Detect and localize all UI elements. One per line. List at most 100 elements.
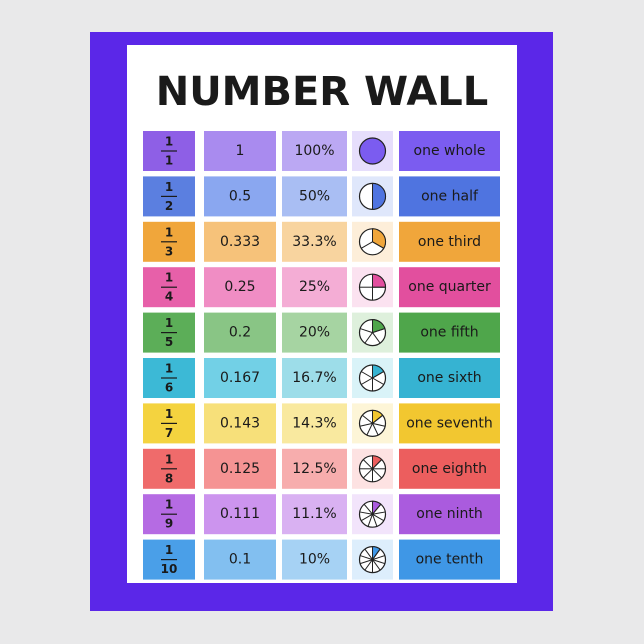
pie-divider xyxy=(372,559,381,571)
fraction-pie xyxy=(358,319,387,347)
cell-bg xyxy=(282,221,347,262)
numerator: 1 xyxy=(165,498,173,512)
pie-divider xyxy=(359,511,373,515)
denominator: 2 xyxy=(165,199,173,213)
pie-divider xyxy=(372,548,381,560)
pie-divider xyxy=(372,377,385,385)
pie-divider xyxy=(372,371,385,379)
pie-divider xyxy=(372,422,386,427)
percent: 14.3% xyxy=(292,415,336,431)
cell-bg xyxy=(204,494,276,535)
cell-bg xyxy=(282,539,347,580)
cell-bg xyxy=(204,448,276,489)
decimal: 0.333 xyxy=(220,234,260,250)
fraction-words: one whole xyxy=(414,143,486,159)
pie-divider xyxy=(372,468,383,479)
percent: 12.5% xyxy=(292,461,336,477)
cell-bg xyxy=(399,403,500,444)
pie-divider xyxy=(364,548,373,560)
title: NUMBER WALL xyxy=(156,69,489,115)
pie-divider xyxy=(372,328,386,334)
cell-bg xyxy=(399,131,500,171)
cell-bg xyxy=(204,131,276,171)
cell-bg xyxy=(399,358,500,398)
fraction-words: one seventh xyxy=(406,415,493,431)
pie-divider xyxy=(362,459,373,470)
fraction-words: one quarter xyxy=(408,279,491,295)
denominator: 3 xyxy=(165,244,173,258)
pie-divider xyxy=(360,371,373,379)
denominator: 6 xyxy=(165,381,173,395)
denominator: 9 xyxy=(165,517,173,531)
denominator: 7 xyxy=(165,426,173,440)
fraction-pie xyxy=(358,273,387,301)
pie-divider xyxy=(362,468,373,479)
cell-bg xyxy=(282,494,347,535)
fraction-pie xyxy=(358,409,387,437)
pie-divider xyxy=(372,241,385,249)
pie-divider xyxy=(372,332,381,344)
pie-divider xyxy=(359,328,373,334)
fraction-words: one sixth xyxy=(417,370,481,386)
decimal: 1 xyxy=(236,143,245,159)
pie-divider xyxy=(362,414,373,424)
cell-bg xyxy=(282,358,347,398)
decimal: 0.5 xyxy=(229,188,251,204)
denominator: 10 xyxy=(161,562,178,576)
fraction-words: one ninth xyxy=(416,506,483,522)
cell-bg xyxy=(282,403,347,444)
pie-divider xyxy=(367,514,373,527)
pie-divider xyxy=(372,414,383,424)
fraction-pie xyxy=(358,500,387,528)
fraction-pie xyxy=(358,455,387,483)
percent: 25% xyxy=(299,279,330,295)
numerator: 1 xyxy=(165,362,173,376)
numerator: 1 xyxy=(165,180,173,194)
cell-bg xyxy=(282,267,347,308)
percent: 20% xyxy=(299,325,330,341)
fraction-words: one eighth xyxy=(412,461,487,477)
fraction-pie xyxy=(358,228,387,256)
fraction-pie xyxy=(358,364,387,392)
cell-bg xyxy=(282,448,347,489)
pie-divider xyxy=(372,423,379,436)
cell-bg xyxy=(204,358,276,398)
decimal: 0.125 xyxy=(220,461,260,477)
percent: 11.1% xyxy=(292,506,336,522)
pie-divider xyxy=(359,555,373,561)
cell-bg xyxy=(204,403,276,444)
percent: 50% xyxy=(299,188,330,204)
cell-bg xyxy=(282,131,347,171)
pie-divider xyxy=(360,377,373,385)
fraction-pie xyxy=(358,182,387,210)
cell-bg xyxy=(204,539,276,580)
cell-bg xyxy=(399,221,500,262)
pie-divider xyxy=(372,555,386,561)
decimal: 0.25 xyxy=(224,279,255,295)
cell-bg xyxy=(399,448,500,489)
numerator: 1 xyxy=(165,135,173,149)
cell-bg xyxy=(399,312,500,353)
decimal: 0.111 xyxy=(220,506,260,522)
denominator: 8 xyxy=(165,471,173,485)
decimal: 0.2 xyxy=(229,325,251,341)
denominator: 4 xyxy=(165,290,173,304)
pie-divider xyxy=(360,241,373,249)
pie-divider xyxy=(359,422,373,427)
cell-bg xyxy=(282,176,347,217)
percent: 10% xyxy=(299,552,330,568)
fraction-words: one third xyxy=(418,234,481,250)
numerator: 1 xyxy=(165,316,173,330)
fraction-pie xyxy=(358,545,387,574)
decimal: 0.1 xyxy=(229,552,251,568)
pie-divider xyxy=(372,559,386,565)
fraction-words: one half xyxy=(421,188,479,204)
pie-slice xyxy=(358,137,387,165)
numerator: 1 xyxy=(165,407,173,421)
pie-divider xyxy=(372,514,378,527)
numerator: 1 xyxy=(165,452,173,466)
decimal: 0.143 xyxy=(220,415,260,431)
numerator: 1 xyxy=(165,543,173,557)
numerator: 1 xyxy=(165,271,173,285)
